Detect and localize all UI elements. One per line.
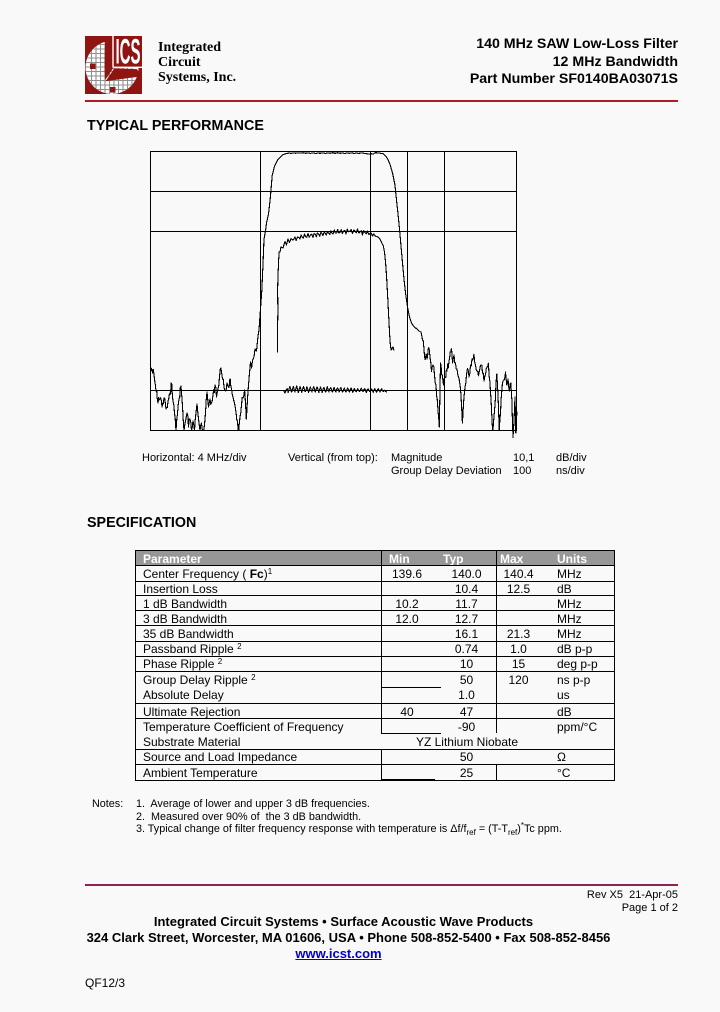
- svg-text:ICS: ICS: [116, 36, 141, 72]
